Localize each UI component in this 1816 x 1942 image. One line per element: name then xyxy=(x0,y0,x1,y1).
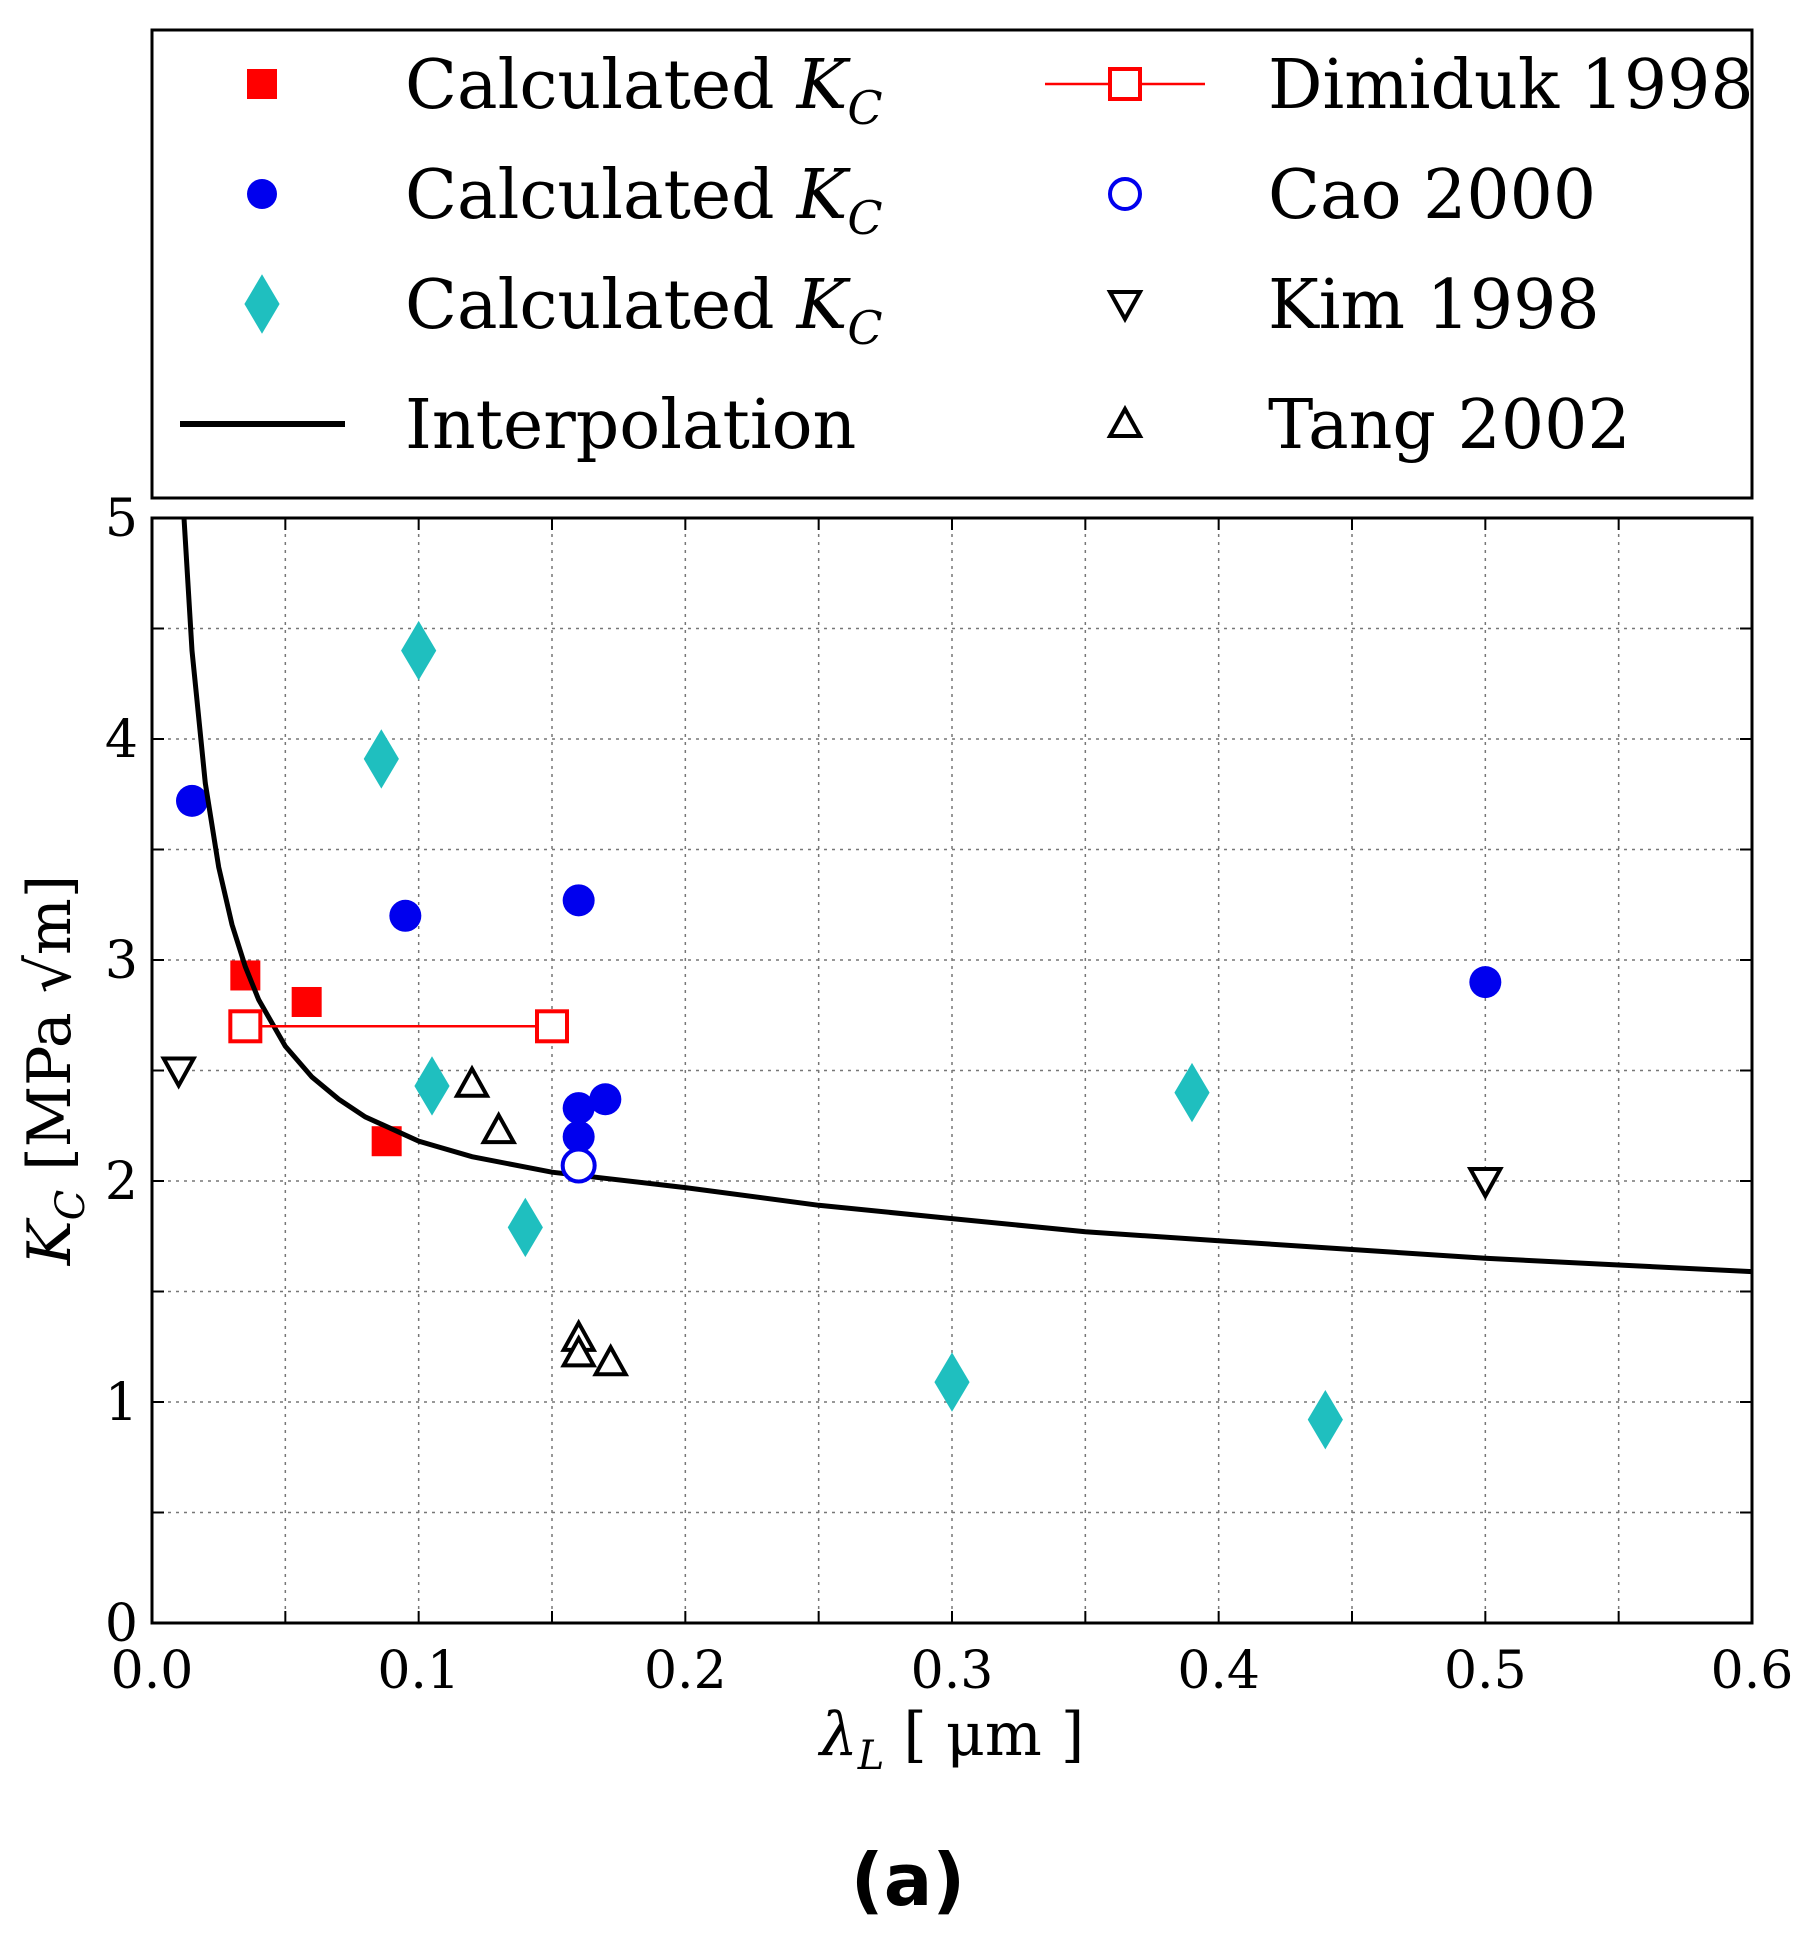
data-point xyxy=(589,1083,622,1116)
y-axis-label: KC [MPa √m] xyxy=(15,875,94,1266)
data-point xyxy=(453,1064,491,1098)
series-5 xyxy=(560,1147,597,1184)
legend-label: Calculated KC xyxy=(405,266,883,355)
series-3 xyxy=(181,518,1752,1275)
y-tick-label: 2 xyxy=(105,1152,138,1212)
data-point xyxy=(562,1120,595,1153)
data-point xyxy=(535,1009,569,1044)
data-point xyxy=(176,784,208,817)
data-point xyxy=(560,1334,598,1368)
legend-label: Kim 1998 xyxy=(1268,266,1600,345)
data-point xyxy=(1469,966,1502,999)
legend-item: Interpolation xyxy=(180,386,856,465)
legend-item: Kim 1998 xyxy=(1106,266,1600,345)
legend-label: Calculated KC xyxy=(405,46,883,135)
data-point xyxy=(507,1197,543,1258)
legend-label: Dimiduk 1998 xyxy=(1268,46,1754,125)
data-point xyxy=(592,1343,630,1377)
x-axis-label: λL [ μm ] xyxy=(818,1700,1085,1779)
legend-label: Cao 2000 xyxy=(1268,156,1596,235)
legend-handle xyxy=(244,274,280,334)
data-point xyxy=(934,1352,970,1412)
series-2 xyxy=(363,620,1343,1450)
legend-item: Cao 2000 xyxy=(1108,156,1596,235)
legend-item: Calculated KC xyxy=(247,46,883,135)
plot-series xyxy=(160,518,1752,1450)
axis-ticks: 0.0 0.1 0.2 0.3 0.4 0.5 0.6 0 1 2 3 4 5 xyxy=(105,489,1793,1701)
legend-handle xyxy=(1106,404,1144,438)
y-tick-label: 5 xyxy=(105,489,138,549)
data-point xyxy=(389,899,422,932)
legend-label: Calculated KC xyxy=(405,156,883,245)
legend-handle xyxy=(1108,177,1142,211)
data-point xyxy=(560,1147,597,1184)
data-point xyxy=(562,884,595,917)
series-7 xyxy=(453,1064,630,1377)
x-tick-label: 0.4 xyxy=(1177,1641,1260,1701)
data-point xyxy=(562,1092,595,1125)
grid xyxy=(152,518,1752,1623)
x-tick-label: 0.2 xyxy=(644,1641,727,1701)
data-point xyxy=(414,1056,450,1116)
x-tick-label: 0.1 xyxy=(377,1641,460,1701)
legend-label: Interpolation xyxy=(405,386,856,465)
legend-handle xyxy=(247,69,277,99)
data-point xyxy=(160,1056,198,1090)
interpolation-line xyxy=(181,518,1752,1275)
x-tick-label: 0.3 xyxy=(911,1641,994,1701)
legend-handle xyxy=(1108,67,1142,101)
y-tick-label: 0 xyxy=(105,1594,138,1654)
legend-item: Dimiduk 1998 xyxy=(1045,46,1754,125)
y-tick-label: 3 xyxy=(105,931,138,991)
legend-handle xyxy=(1106,290,1144,324)
legend-item: Tang 2002 xyxy=(1106,386,1631,465)
x-tick-label: 0.6 xyxy=(1711,1641,1794,1701)
data-point xyxy=(291,986,322,1017)
x-tick-label: 0.5 xyxy=(1444,1641,1527,1701)
series-6 xyxy=(160,1056,1504,1201)
panel-label: (a) xyxy=(851,1838,965,1922)
legend-item: Calculated KC xyxy=(244,266,883,355)
y-tick-label: 4 xyxy=(105,710,138,770)
series-1 xyxy=(176,784,1502,1153)
legend-label: Tang 2002 xyxy=(1268,386,1631,465)
data-point xyxy=(1307,1389,1343,1450)
legend-handle xyxy=(247,179,277,209)
series-4 xyxy=(228,1009,569,1044)
data-point xyxy=(1174,1062,1210,1123)
legend: Calculated KC Calculated KC Calculated KC Inte… xyxy=(180,46,1754,465)
y-tick-label: 1 xyxy=(105,1373,138,1433)
data-point xyxy=(401,620,437,681)
data-point xyxy=(228,1009,263,1044)
data-point xyxy=(363,729,399,789)
data-point xyxy=(480,1111,518,1145)
legend-item: Calculated KC xyxy=(247,156,883,245)
data-point xyxy=(1466,1167,1504,1201)
legend-box xyxy=(150,28,1754,500)
x-tick-label: 0.0 xyxy=(111,1641,194,1701)
